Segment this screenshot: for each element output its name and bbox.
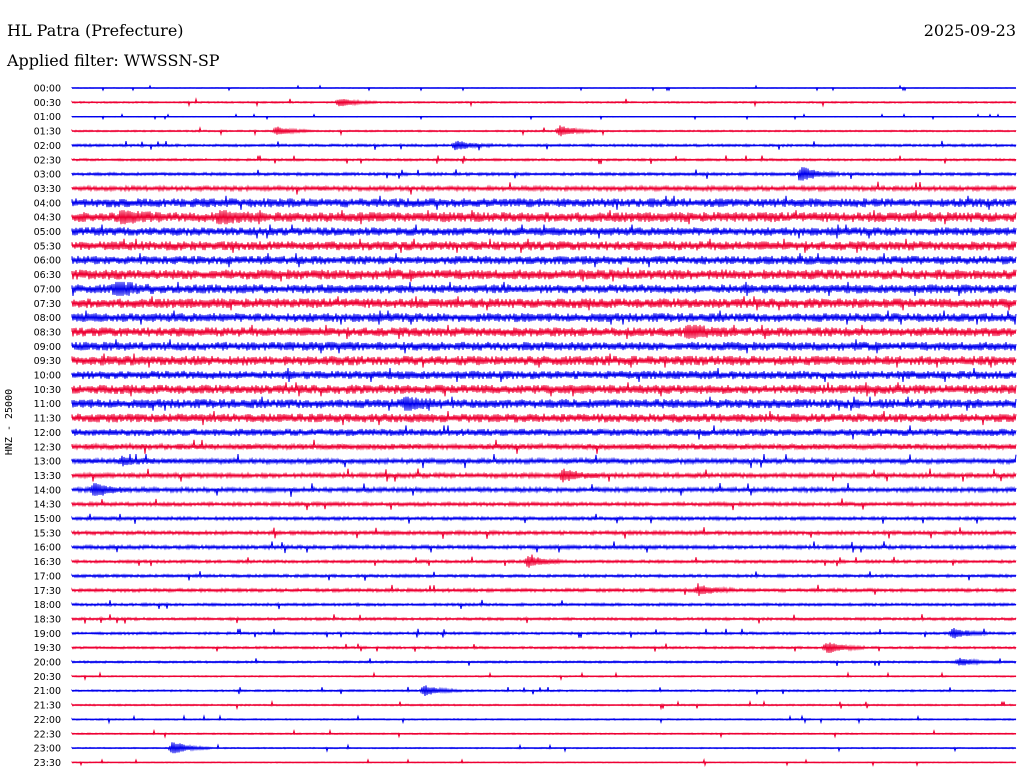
row-time-label: 00:00	[34, 84, 61, 95]
station-title: HL Patra (Prefecture)	[7, 21, 184, 40]
row-time-label: 18:00	[34, 600, 61, 611]
row-time-label: 04:00	[34, 198, 61, 209]
date-label: 2025-09-23	[923, 21, 1016, 40]
row-time-label: 22:30	[34, 729, 61, 740]
row-time-label: 10:30	[34, 385, 61, 396]
row-time-label: 00:30	[34, 98, 61, 109]
row-time-label: 08:00	[34, 313, 61, 324]
row-time-label: 13:30	[34, 471, 61, 482]
row-time-label: 03:00	[34, 170, 61, 181]
trace-0530	[71, 238, 1017, 253]
row-time-label: 10:00	[34, 371, 61, 382]
row-time-label: 01:00	[34, 112, 61, 123]
row-time-label: 19:30	[34, 643, 61, 654]
row-time-label: 17:00	[34, 571, 61, 582]
row-time-label: 22:00	[34, 715, 61, 726]
row-time-label: 15:00	[34, 514, 61, 525]
row-time-label: 13:00	[34, 457, 61, 468]
row-time-label: 04:30	[34, 213, 61, 224]
row-time-label: 06:00	[34, 256, 61, 267]
row-time-label: 21:00	[34, 686, 61, 697]
row-time-label: 12:30	[34, 442, 61, 453]
row-time-label: 23:00	[34, 744, 61, 755]
row-time-label: 07:30	[34, 299, 61, 310]
row-time-label: 16:00	[34, 543, 61, 554]
row-time-label: 15:30	[34, 528, 61, 539]
row-time-label: 05:00	[34, 227, 61, 238]
row-time-label: 21:30	[34, 701, 61, 712]
row-time-label: 14:30	[34, 500, 61, 511]
row-time-label: 09:00	[34, 342, 61, 353]
row-time-label: 17:30	[34, 586, 61, 597]
row-time-label: 02:00	[34, 141, 61, 152]
row-time-label: 02:30	[34, 155, 61, 166]
row-time-label: 09:30	[34, 356, 61, 367]
row-time-label: 16:30	[34, 557, 61, 568]
row-time-label: 19:00	[34, 629, 61, 640]
row-time-label: 18:30	[34, 614, 61, 625]
row-time-label: 20:30	[34, 672, 61, 683]
filter-label: Applied filter: WWSSN-SP	[7, 51, 220, 70]
row-time-label: 12:00	[34, 428, 61, 439]
row-time-label: 07:00	[34, 284, 61, 295]
row-time-label: 11:00	[34, 399, 61, 410]
row-time-label: 11:30	[34, 414, 61, 425]
row-time-label: 05:30	[34, 241, 61, 252]
row-time-label: 14:00	[34, 485, 61, 496]
row-time-label: 20:00	[34, 658, 61, 669]
row-time-label: 06:30	[34, 270, 61, 281]
row-time-label: 03:30	[34, 184, 61, 195]
row-time-label: 08:30	[34, 327, 61, 338]
row-time-label: 01:30	[34, 127, 61, 138]
row-time-label: 23:30	[34, 758, 61, 769]
